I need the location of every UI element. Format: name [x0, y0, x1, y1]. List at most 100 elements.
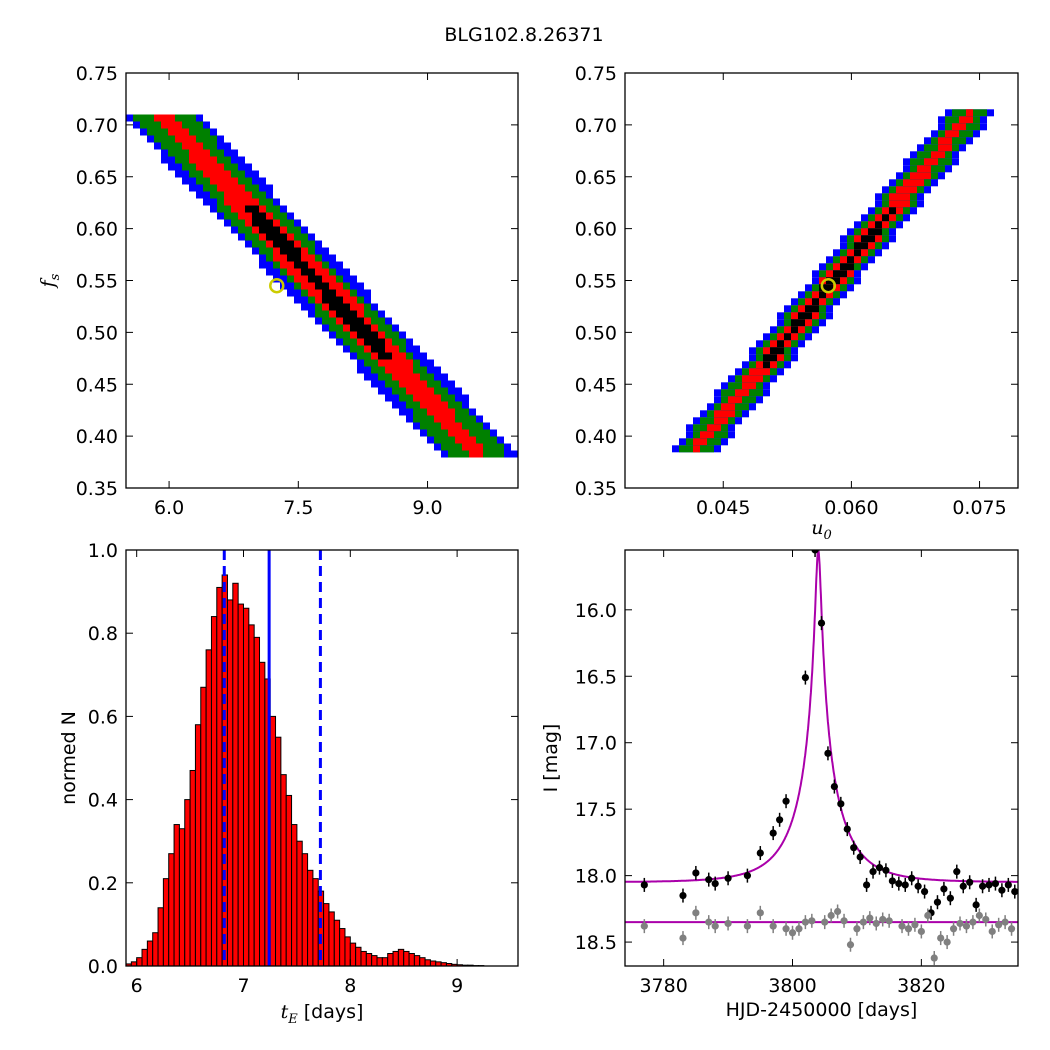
data-point [711, 879, 719, 888]
confidence-cell [350, 324, 371, 332]
model-curve [625, 550, 1018, 883]
x-tick-label: 9.0 [412, 497, 442, 519]
x-tick-label: 6.0 [154, 497, 184, 519]
histogram-bar [259, 661, 266, 967]
confidence-cell [721, 403, 735, 411]
confidence-cell [840, 263, 854, 271]
confidence-cell [182, 142, 203, 150]
confidence-cell [868, 228, 882, 236]
confidence-cell [875, 221, 882, 229]
data-point [846, 941, 855, 949]
confidence-cell [329, 303, 350, 311]
histogram-bar [296, 840, 303, 967]
x-tick-label: 9 [451, 975, 463, 997]
confidence-cell [301, 268, 315, 276]
data-point [895, 879, 903, 888]
confidence-cell [343, 317, 364, 325]
confidence-cell [917, 165, 931, 173]
confidence-cell [798, 312, 812, 320]
data-point [769, 922, 777, 930]
histogram-bar [146, 940, 154, 967]
y-axis-label: fs [37, 273, 63, 289]
confidence-cell [168, 128, 189, 136]
data-point [975, 911, 983, 920]
plot-frame [125, 549, 519, 967]
data-point [811, 550, 819, 554]
data-point [724, 919, 732, 928]
histogram-bar [371, 955, 378, 967]
data-point [837, 800, 845, 808]
confidence-cell [693, 438, 707, 446]
data-point [862, 881, 871, 889]
confidence-cell [791, 319, 805, 327]
data-point [959, 882, 967, 890]
data-point [953, 868, 961, 876]
y-tick-label: 0.4 [88, 790, 118, 812]
data-point [882, 866, 890, 874]
data-point [756, 909, 764, 917]
confidence-cell [378, 359, 413, 367]
y-tick-label: 0.65 [76, 167, 118, 189]
confidence-cell [322, 296, 343, 304]
y-tick-label: 0.40 [575, 426, 617, 448]
histogram-bar [397, 948, 405, 967]
x-axis-label: u0 [811, 517, 832, 543]
confidence-cell [469, 450, 483, 458]
histogram-bar [328, 911, 335, 967]
histogram-bar [178, 828, 186, 967]
confidence-cell [259, 226, 280, 234]
x-tick-label: 8 [344, 975, 356, 997]
confidence-cell [903, 179, 924, 187]
confidence-cell [399, 380, 427, 388]
confidence-cell [847, 256, 854, 264]
confidence-cell [392, 373, 420, 381]
data-point [801, 673, 809, 682]
data-point [692, 909, 700, 917]
histogram-bar [275, 736, 282, 967]
confidence-cell [854, 242, 868, 250]
data-point [985, 881, 993, 889]
histogram-bar [168, 853, 175, 967]
histogram-bar [237, 603, 244, 967]
y-tick-label: 0.55 [575, 271, 617, 293]
data-point [640, 881, 648, 889]
histogram-bar [419, 957, 426, 967]
data-point [843, 825, 851, 833]
histogram-bar [333, 919, 341, 967]
y-axis-label: I [mag] [540, 724, 562, 793]
confidence-cell [882, 214, 889, 222]
histogram-bar [269, 715, 277, 967]
histogram-bar [157, 907, 164, 967]
data-point [946, 894, 954, 902]
y-tick-label: 18.5 [575, 932, 617, 954]
panel-te-histogram: 6 7 8 9 0.0 0.2 0.4 0.6 0.8 1.0 normed N tE [days] [58, 540, 519, 1027]
confidence-cell [189, 156, 217, 164]
histogram-bar [216, 586, 223, 967]
y-tick-label: 16.0 [575, 600, 617, 622]
confidence-cell [315, 282, 329, 290]
histogram-bar [136, 957, 143, 967]
data-point [869, 868, 877, 876]
confidence-cell [931, 151, 945, 159]
y-axis-label: normed N [58, 711, 80, 805]
best-fit-marker [820, 277, 837, 294]
data-point [943, 938, 951, 946]
confidence-cell [336, 310, 357, 318]
confidence-cell [952, 123, 966, 131]
confidence-cell [217, 184, 245, 192]
histogram-bar [387, 953, 394, 967]
confidence-cells [126, 114, 518, 458]
data-point [930, 954, 938, 962]
data-point [924, 911, 932, 920]
histogram-bar [285, 794, 293, 967]
x-tick-label: 3780 [639, 975, 687, 997]
confidence-cell [252, 219, 273, 227]
y-tick-label: 0.35 [575, 478, 617, 500]
confidence-cell [854, 249, 861, 257]
data-point [972, 901, 980, 909]
data-point [711, 922, 719, 930]
data-point [885, 917, 893, 925]
confidence-cell [966, 109, 973, 117]
plot-frame [624, 72, 1019, 489]
panel-fs-vs-te: 6.0 7.5 9.0 0.35 0.40 0.45 0.50 0.55 0.60 0.65 0.7… [37, 63, 519, 519]
